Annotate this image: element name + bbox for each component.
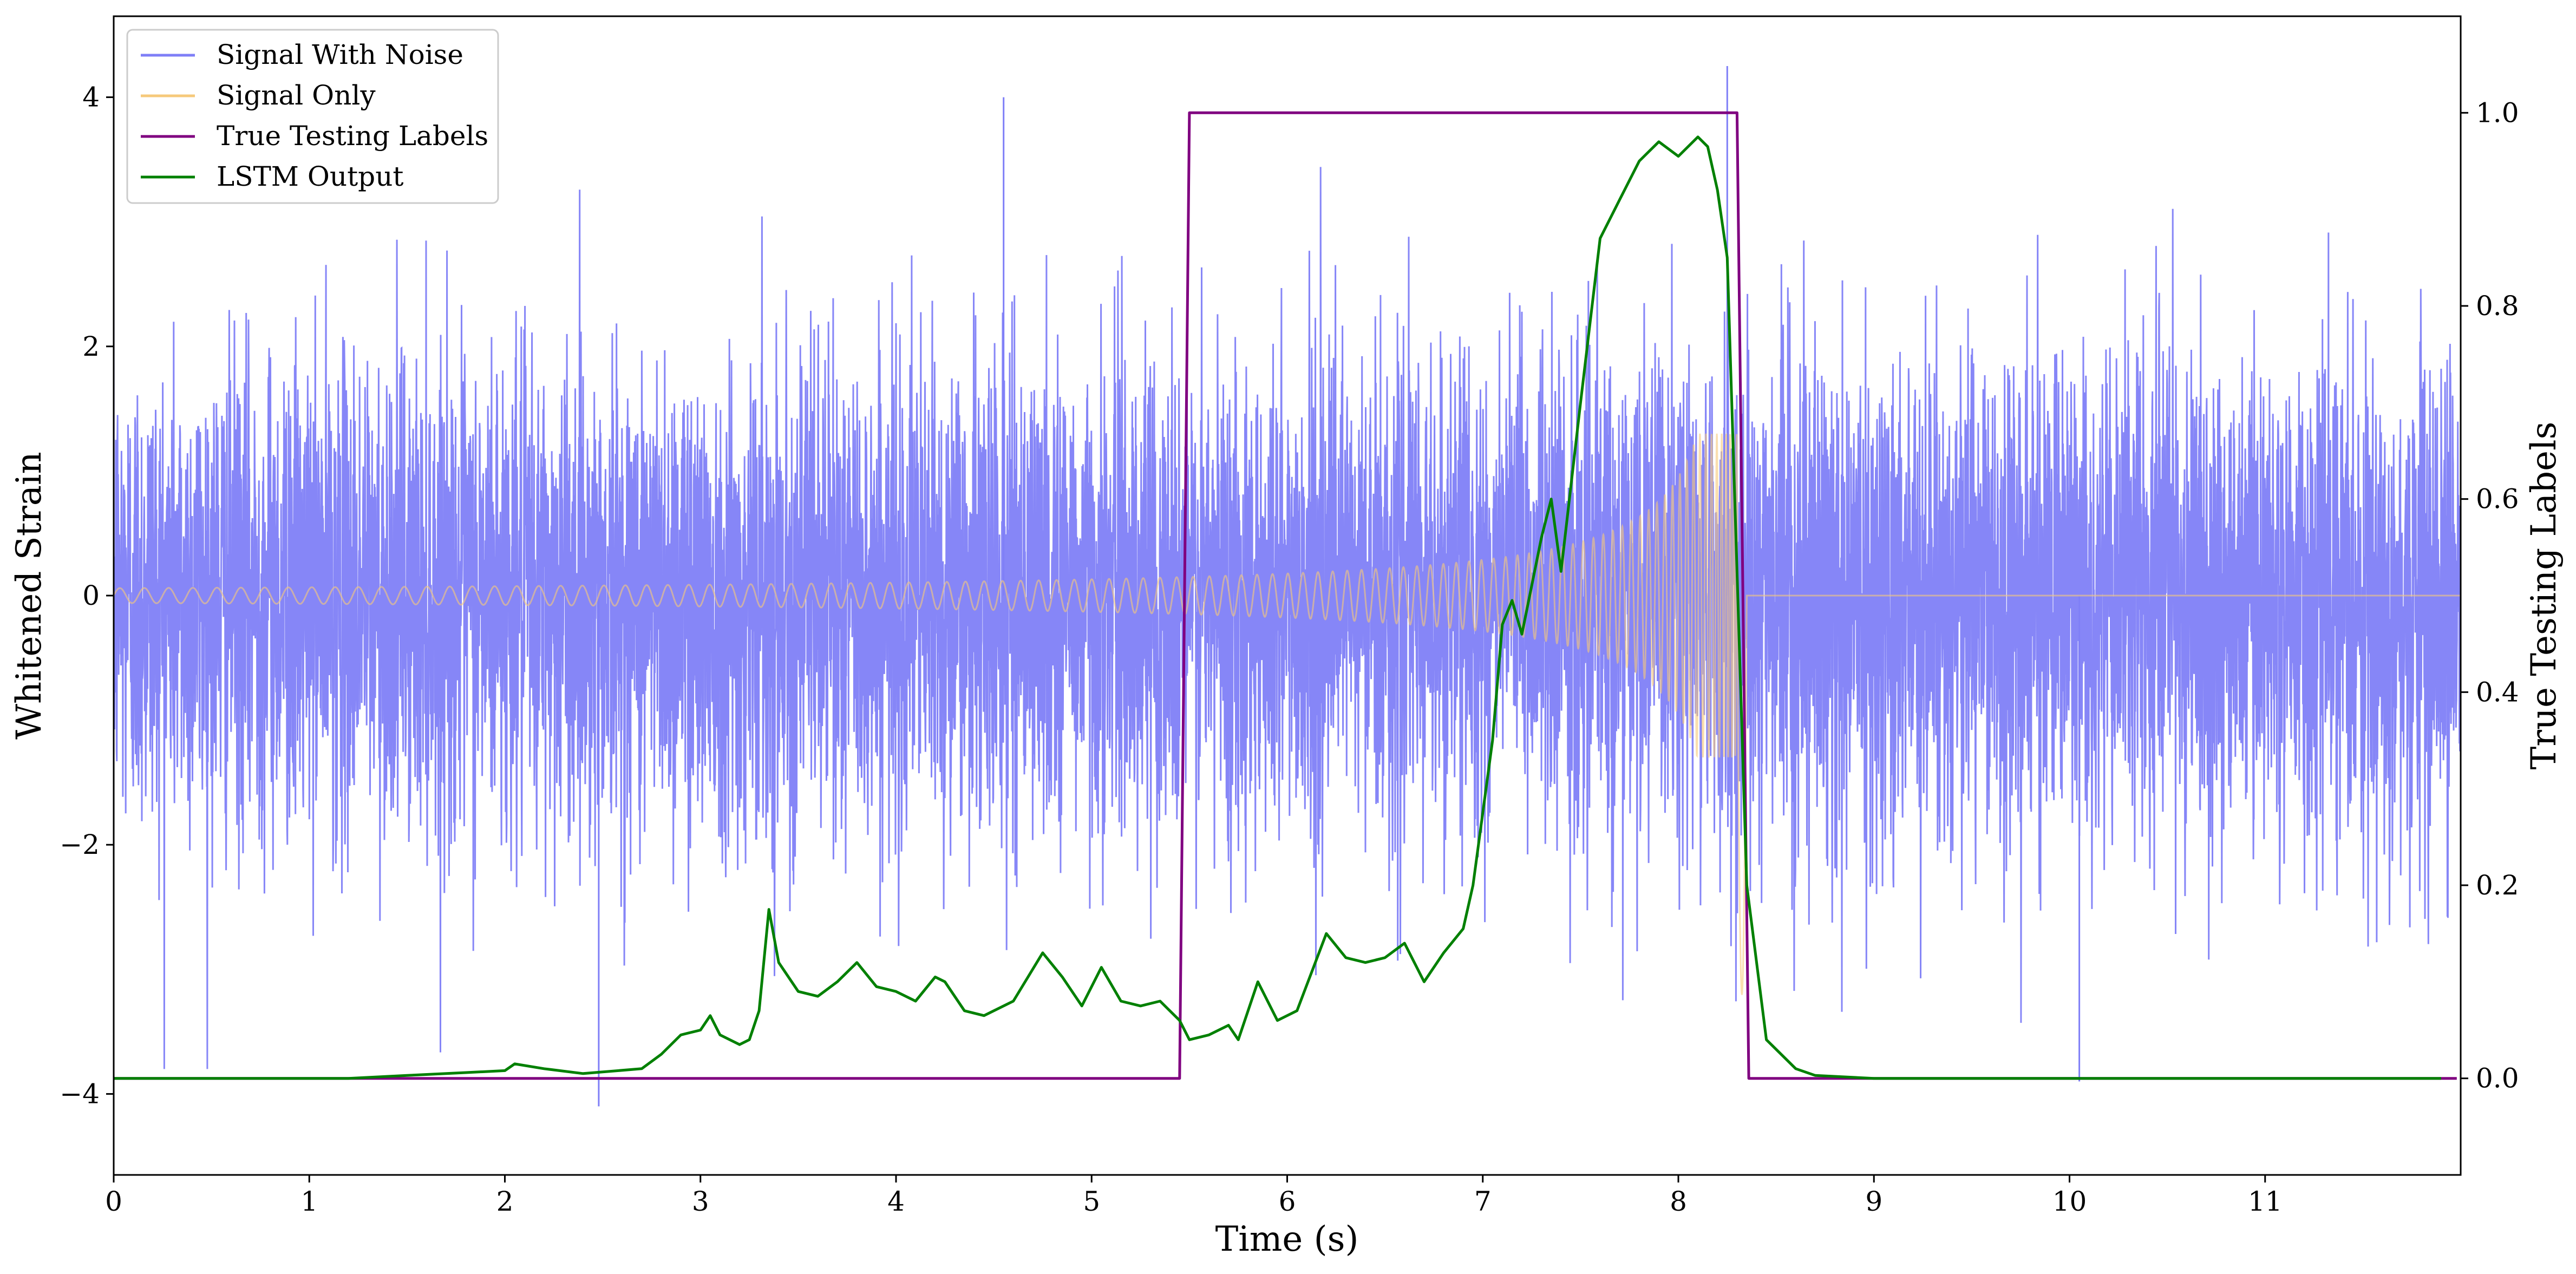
- y-tick-label-left: 4: [82, 82, 100, 113]
- x-tick-label: 3: [692, 1186, 709, 1217]
- x-tick-label: 0: [105, 1186, 122, 1217]
- y-tick-label-right: 0.6: [2476, 484, 2519, 515]
- legend-label-true-testing-labels: True Testing Labels: [217, 120, 488, 152]
- legend-label-signal-with-noise: Signal With Noise: [217, 39, 463, 70]
- series-lstm-output-line: [114, 135, 2441, 1080]
- legend-label-lstm-output: LSTM Output: [217, 161, 403, 192]
- y-axis-title-left: Whitened Strain: [9, 452, 49, 739]
- series-signal-only-line: [114, 433, 2461, 995]
- series-signal-with-noise-peaks: [598, 66, 2081, 1107]
- x-tick-label: 2: [496, 1186, 514, 1217]
- legend-box: [126, 29, 499, 204]
- y-tick-label-left: −4: [60, 1078, 100, 1109]
- y-tick-label-right: 0.8: [2476, 290, 2519, 322]
- x-tick-label: 4: [887, 1186, 905, 1217]
- x-tick-label: 9: [1865, 1186, 1882, 1217]
- x-tick-label: 1: [300, 1186, 318, 1217]
- y-axis-title-right: True Testing Labels: [2524, 422, 2564, 770]
- x-tick-label: 11: [2248, 1186, 2283, 1217]
- y-tick-label-right: 0.0: [2476, 1063, 2519, 1094]
- y-tick-label-left: 0: [82, 580, 100, 611]
- y-tick-label-right: 0.2: [2476, 870, 2519, 901]
- ticks-layer: 0 1 2 3 4 5 6 7 8 9 10 11 −4 −2 0 2 4 0.0 0.2 0.4 0.6 0.8 1.0: [60, 82, 2519, 1217]
- x-tick-label: 10: [2052, 1186, 2087, 1217]
- series-layer: [114, 66, 2461, 1107]
- y-tick-label-right: 1.0: [2476, 97, 2519, 128]
- y-tick-label-left: 2: [82, 331, 100, 362]
- x-tick-label: 5: [1083, 1186, 1100, 1217]
- legend-label-signal-only: Signal Only: [217, 80, 376, 111]
- legend: Signal With Noise Signal Only True Testi…: [126, 29, 499, 204]
- x-tick-label: 6: [1279, 1186, 1296, 1217]
- x-tick-label: 8: [1670, 1186, 1687, 1217]
- x-tick-label: 7: [1474, 1186, 1492, 1217]
- y-tick-label-right: 0.4: [2476, 676, 2519, 708]
- y-tick-label-left: −2: [60, 829, 100, 860]
- x-axis-title: Time (s): [1215, 1219, 1359, 1259]
